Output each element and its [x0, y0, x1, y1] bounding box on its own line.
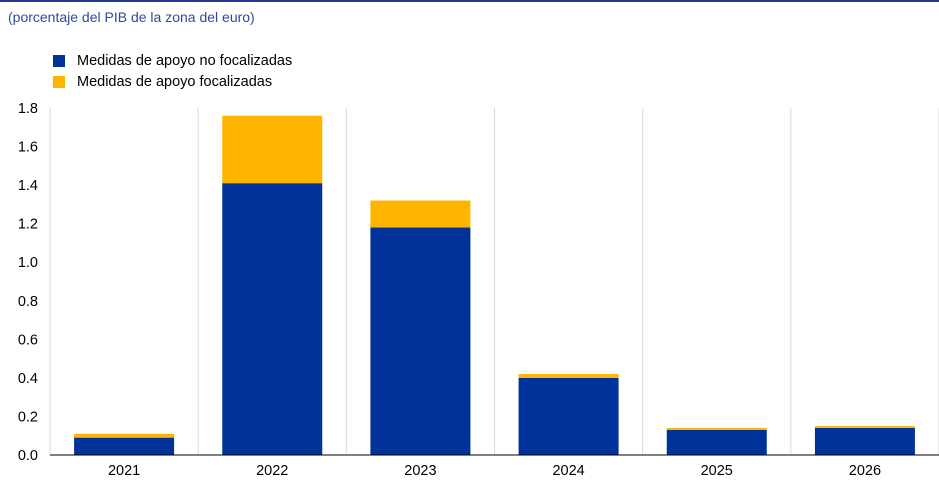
top-rule	[0, 0, 939, 2]
y-tick-label: 1.6	[18, 140, 38, 156]
x-tick-label: 2025	[701, 463, 733, 479]
bar-non-targeted	[74, 437, 175, 455]
x-tick-label: 2022	[256, 463, 288, 479]
bar-targeted	[666, 428, 767, 430]
bar-targeted	[74, 433, 175, 438]
y-tick-label: 0.2	[18, 409, 38, 425]
legend-label-non-targeted: Medidas de apoyo no focalizadas	[77, 52, 293, 69]
legend-item-targeted: Medidas de apoyo focalizadas	[53, 71, 292, 92]
y-tick-label: 1.2	[18, 217, 38, 233]
y-tick-label: 0.4	[18, 371, 38, 387]
legend: Medidas de apoyo no focalizadas Medidas …	[53, 50, 292, 92]
y-tick-label: 0.6	[18, 332, 38, 348]
x-tick-label: 2023	[404, 463, 436, 479]
y-tick-label: 1.8	[18, 101, 38, 117]
y-tick-label: 1.4	[18, 178, 38, 194]
x-tick-label: 2024	[552, 463, 584, 479]
bar-non-targeted	[518, 377, 619, 455]
bar-targeted	[222, 115, 323, 184]
legend-swatch-targeted	[53, 75, 65, 88]
bar-non-targeted	[222, 183, 323, 455]
y-tick-label: 1.0	[18, 255, 38, 271]
bar-targeted	[518, 374, 619, 378]
bar-non-targeted	[814, 428, 915, 455]
y-tick-label: 0.0	[18, 448, 38, 464]
bar-non-targeted	[370, 227, 471, 455]
legend-item-non-targeted: Medidas de apoyo no focalizadas	[53, 50, 292, 71]
legend-label-targeted: Medidas de apoyo focalizadas	[77, 73, 273, 90]
x-tick-label: 2026	[849, 463, 881, 479]
x-tick-label: 2021	[108, 463, 140, 479]
bar-targeted	[814, 426, 915, 429]
bar-non-targeted	[666, 429, 767, 455]
y-tick-label: 0.8	[18, 294, 38, 310]
chart-subtitle: (porcentaje del PIB de la zona del euro)	[8, 9, 255, 25]
legend-swatch-non-targeted	[53, 54, 65, 67]
bar-targeted	[370, 200, 471, 228]
